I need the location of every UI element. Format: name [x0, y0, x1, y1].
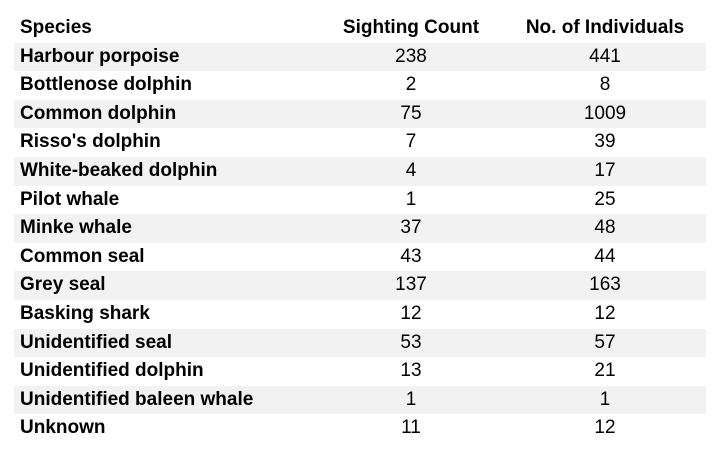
sighting-count-cell: 1 — [318, 385, 504, 415]
individuals-cell: 25 — [504, 185, 706, 215]
table-row: Minke whale 37 48 — [14, 214, 706, 243]
species-cell: Common dolphin — [14, 99, 318, 129]
sighting-count-cell: 1 — [318, 185, 504, 215]
species-cell: Unknown — [14, 414, 318, 443]
species-table-container: Species Sighting Count No. of Individual… — [14, 14, 706, 443]
table-row: Bottlenose dolphin 2 8 — [14, 71, 706, 100]
sighting-count-cell: 4 — [318, 156, 504, 186]
header-individuals: No. of Individuals — [504, 14, 706, 43]
header-row: Species Sighting Count No. of Individual… — [14, 14, 706, 43]
sighting-count-cell: 75 — [318, 99, 504, 129]
individuals-cell: 1 — [504, 385, 706, 415]
table-row: Common seal 43 44 — [14, 242, 706, 272]
species-cell: Minke whale — [14, 214, 318, 243]
header-species: Species — [14, 14, 318, 43]
individuals-cell: 441 — [504, 42, 706, 72]
table-row: White-beaked dolphin 4 17 — [14, 156, 706, 186]
species-cell: Pilot whale — [14, 185, 318, 215]
species-cell: Common seal — [14, 242, 318, 272]
sighting-count-cell: 43 — [318, 242, 504, 272]
sighting-count-cell: 12 — [318, 299, 504, 329]
sighting-count-cell: 11 — [318, 414, 504, 443]
sighting-count-cell: 137 — [318, 271, 504, 300]
table-body: Harbour porpoise 238 441 Bottlenose dolp… — [14, 42, 706, 443]
individuals-cell: 39 — [504, 128, 706, 157]
table-header: Species Sighting Count No. of Individual… — [14, 14, 706, 43]
individuals-cell: 12 — [504, 414, 706, 443]
species-cell: Grey seal — [14, 271, 318, 300]
table-row: Risso's dolphin 7 39 — [14, 128, 706, 157]
table-row: Unidentified dolphin 13 21 — [14, 357, 706, 386]
table-row: Common dolphin 75 1009 — [14, 99, 706, 129]
sighting-count-cell: 7 — [318, 128, 504, 157]
sighting-count-cell: 2 — [318, 71, 504, 100]
species-cell: Unidentified dolphin — [14, 357, 318, 386]
table-row: Unidentified seal 53 57 — [14, 328, 706, 358]
individuals-cell: 1009 — [504, 99, 706, 129]
individuals-cell: 44 — [504, 242, 706, 272]
species-cell: Risso's dolphin — [14, 128, 318, 157]
individuals-cell: 8 — [504, 71, 706, 100]
sighting-count-cell: 238 — [318, 42, 504, 72]
sighting-count-cell: 53 — [318, 328, 504, 358]
sighting-count-cell: 13 — [318, 357, 504, 386]
individuals-cell: 57 — [504, 328, 706, 358]
sighting-count-cell: 37 — [318, 214, 504, 243]
species-cell: Harbour porpoise — [14, 42, 318, 72]
individuals-cell: 12 — [504, 299, 706, 329]
header-sighting-count: Sighting Count — [318, 14, 504, 43]
table-row: Harbour porpoise 238 441 — [14, 42, 706, 72]
species-cell: Unidentified baleen whale — [14, 385, 318, 415]
table-row: Pilot whale 1 25 — [14, 185, 706, 215]
individuals-cell: 48 — [504, 214, 706, 243]
individuals-cell: 21 — [504, 357, 706, 386]
species-cell: White-beaked dolphin — [14, 156, 318, 186]
individuals-cell: 17 — [504, 156, 706, 186]
table-row: Grey seal 137 163 — [14, 271, 706, 300]
species-cell: Basking shark — [14, 299, 318, 329]
species-table: Species Sighting Count No. of Individual… — [14, 14, 706, 443]
table-row: Basking shark 12 12 — [14, 299, 706, 329]
table-row: Unknown 11 12 — [14, 414, 706, 443]
table-row: Unidentified baleen whale 1 1 — [14, 385, 706, 415]
species-cell: Unidentified seal — [14, 328, 318, 358]
individuals-cell: 163 — [504, 271, 706, 300]
species-cell: Bottlenose dolphin — [14, 71, 318, 100]
